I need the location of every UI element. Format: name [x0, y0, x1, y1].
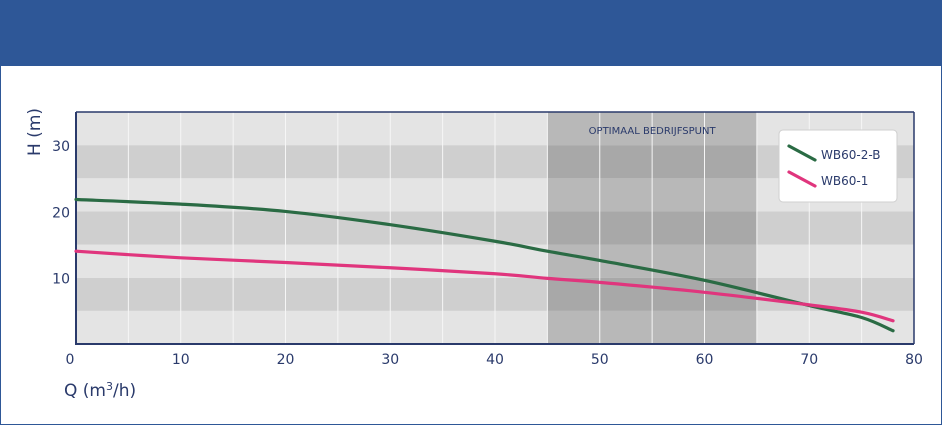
legend-box	[778, 129, 898, 203]
x-axis-label: Q (m3/h)	[64, 380, 136, 402]
y-tick-labels: 10 20 30	[52, 139, 70, 288]
header-band	[0, 0, 942, 66]
x-axis-label-main: Q (m	[64, 381, 106, 401]
legend-swatch	[787, 170, 817, 188]
x-tick-label: 70	[800, 352, 818, 368]
x-axis-label-tail: /h)	[113, 381, 136, 401]
y-axis-label: H (m)	[25, 108, 45, 156]
grid-lines	[127, 112, 863, 344]
legend-swatch	[787, 144, 817, 162]
x-tick-label: 30	[381, 352, 399, 368]
optimal-zone-label: OPTIMAAL BEDRIJFSPUNT	[589, 126, 717, 137]
legend-entry: WB60-2-B	[821, 148, 880, 162]
axes	[75, 111, 915, 345]
x-tick-label: 20	[277, 352, 295, 368]
x-tick-labels: 0 10 20 30 40 50 60 70 80	[66, 352, 923, 368]
series-lines	[74, 197, 895, 333]
y-tick-label: 30	[52, 139, 70, 155]
legend-entry: WB60-1	[821, 174, 868, 188]
y-tick-label: 20	[52, 205, 70, 221]
x-tick-label: 10	[172, 352, 190, 368]
series-line-wb60-1	[74, 249, 895, 323]
y-tick-label: 10	[52, 272, 70, 288]
legend: WB60-2-B WB60-1	[778, 129, 898, 203]
x-tick-label: 80	[905, 352, 923, 368]
x-tick-label: 0	[66, 352, 75, 368]
x-tick-label: 60	[696, 352, 714, 368]
x-tick-label: 40	[486, 352, 504, 368]
x-tick-label: 50	[591, 352, 609, 368]
x-axis-label-sup: 3	[106, 380, 113, 393]
